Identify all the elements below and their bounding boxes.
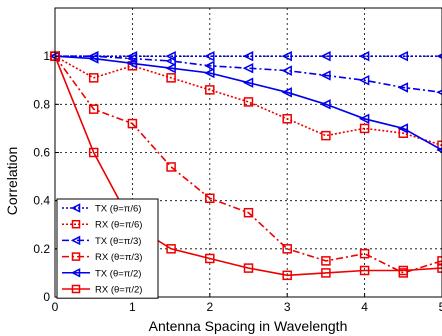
legend-box xyxy=(56,198,159,299)
legend-item: RX (θ=π/6) xyxy=(62,220,142,231)
square-marker xyxy=(71,252,81,261)
square-marker xyxy=(282,270,292,281)
triangle-marker xyxy=(204,50,215,62)
triangle-marker xyxy=(397,82,409,93)
square-marker xyxy=(88,147,99,158)
triangle-marker xyxy=(126,58,138,69)
triangle-marker xyxy=(281,65,292,76)
square-marker xyxy=(205,253,215,264)
x-tick-label: 2 xyxy=(206,300,213,314)
legend-label: RX (θ=π/6) xyxy=(95,220,142,231)
triangle-marker xyxy=(88,53,99,64)
square-marker xyxy=(243,263,254,273)
x-tick-label: 4 xyxy=(361,300,368,314)
triangle-marker xyxy=(320,50,331,62)
legend-label: TX (θ=π/6) xyxy=(95,204,141,215)
y-tick-label: 0.4 xyxy=(33,194,50,208)
x-axis-title: Antenna Spacing in Wavelength xyxy=(149,318,348,334)
series-line xyxy=(54,55,442,274)
x-tick-label: 1 xyxy=(129,300,136,314)
legend-item: RX (θ=π/2) xyxy=(62,285,142,296)
square-marker xyxy=(166,162,176,172)
y-tick-label: 0.8 xyxy=(33,97,50,111)
legend-item: TX (θ=π/3) xyxy=(62,235,141,247)
legend-item: TX (θ=π/6) xyxy=(62,203,141,215)
square-marker xyxy=(437,140,442,151)
triangle-marker xyxy=(320,70,331,81)
square-marker xyxy=(166,244,176,254)
square-marker xyxy=(359,123,370,134)
y-tick-label: 1 xyxy=(43,49,50,63)
triangle-marker xyxy=(70,203,81,213)
legend-item: RX (θ=π/3) xyxy=(62,252,142,263)
triangle-marker xyxy=(204,60,215,72)
square-marker xyxy=(321,256,331,266)
square-marker xyxy=(71,284,81,294)
y-axis-title: Correlation xyxy=(4,147,20,215)
square-marker xyxy=(243,207,254,218)
triangle-marker xyxy=(242,77,254,88)
triangle-marker xyxy=(281,50,292,62)
x-tick-label: 5 xyxy=(439,300,442,314)
triangle-marker xyxy=(165,62,176,74)
triangle-marker xyxy=(358,113,370,124)
square-marker xyxy=(282,244,292,254)
axis-ticks: 0 1 2 3 4 5 0 0.2 0.4 0.6 0.8 1 xyxy=(33,49,442,314)
triangle-marker xyxy=(70,268,81,278)
square-marker xyxy=(71,219,81,229)
square-marker xyxy=(88,73,99,83)
square-marker xyxy=(359,265,370,276)
triangle-marker xyxy=(397,50,409,62)
series-group xyxy=(49,50,442,281)
legend-label: RX (θ=π/3) xyxy=(95,252,142,263)
square-marker xyxy=(205,193,215,204)
x-tick-label: 0 xyxy=(52,300,59,314)
square-marker xyxy=(243,97,254,107)
series-5 xyxy=(49,50,442,153)
square-marker xyxy=(359,248,370,259)
square-marker xyxy=(398,265,409,276)
triangle-marker xyxy=(358,75,370,86)
square-marker xyxy=(166,73,176,83)
square-marker xyxy=(88,104,99,114)
square-marker xyxy=(437,263,442,273)
triangle-marker xyxy=(70,235,81,246)
legend-item: TX (θ=π/2) xyxy=(62,268,141,279)
y-tick-label: 0 xyxy=(43,290,50,304)
legend-label: RX (θ=π/2) xyxy=(95,285,142,296)
triangle-marker xyxy=(320,99,331,110)
triangle-marker xyxy=(242,50,254,62)
triangle-marker xyxy=(397,123,409,134)
legend-label: TX (θ=π/3) xyxy=(95,236,141,247)
square-marker xyxy=(127,118,138,129)
triangle-marker xyxy=(281,87,292,98)
y-tick-label: 0.2 xyxy=(33,242,50,256)
square-marker xyxy=(437,256,442,266)
triangle-marker xyxy=(204,67,215,79)
legend-label: TX (θ=π/2) xyxy=(95,268,141,279)
triangle-marker xyxy=(358,50,370,62)
triangle-marker xyxy=(165,55,176,67)
triangle-marker xyxy=(242,62,254,74)
square-marker xyxy=(321,268,331,278)
x-tick-label: 3 xyxy=(284,300,291,314)
square-marker xyxy=(205,85,215,95)
legend: TX (θ=π/6) RX (θ=π/6) TX (θ=π/3) RX (θ=π/3)… xyxy=(56,198,159,299)
square-marker xyxy=(282,114,292,124)
square-marker xyxy=(321,130,331,141)
series-line xyxy=(54,55,442,151)
y-tick-label: 0.6 xyxy=(33,146,50,160)
series-line xyxy=(55,55,442,94)
